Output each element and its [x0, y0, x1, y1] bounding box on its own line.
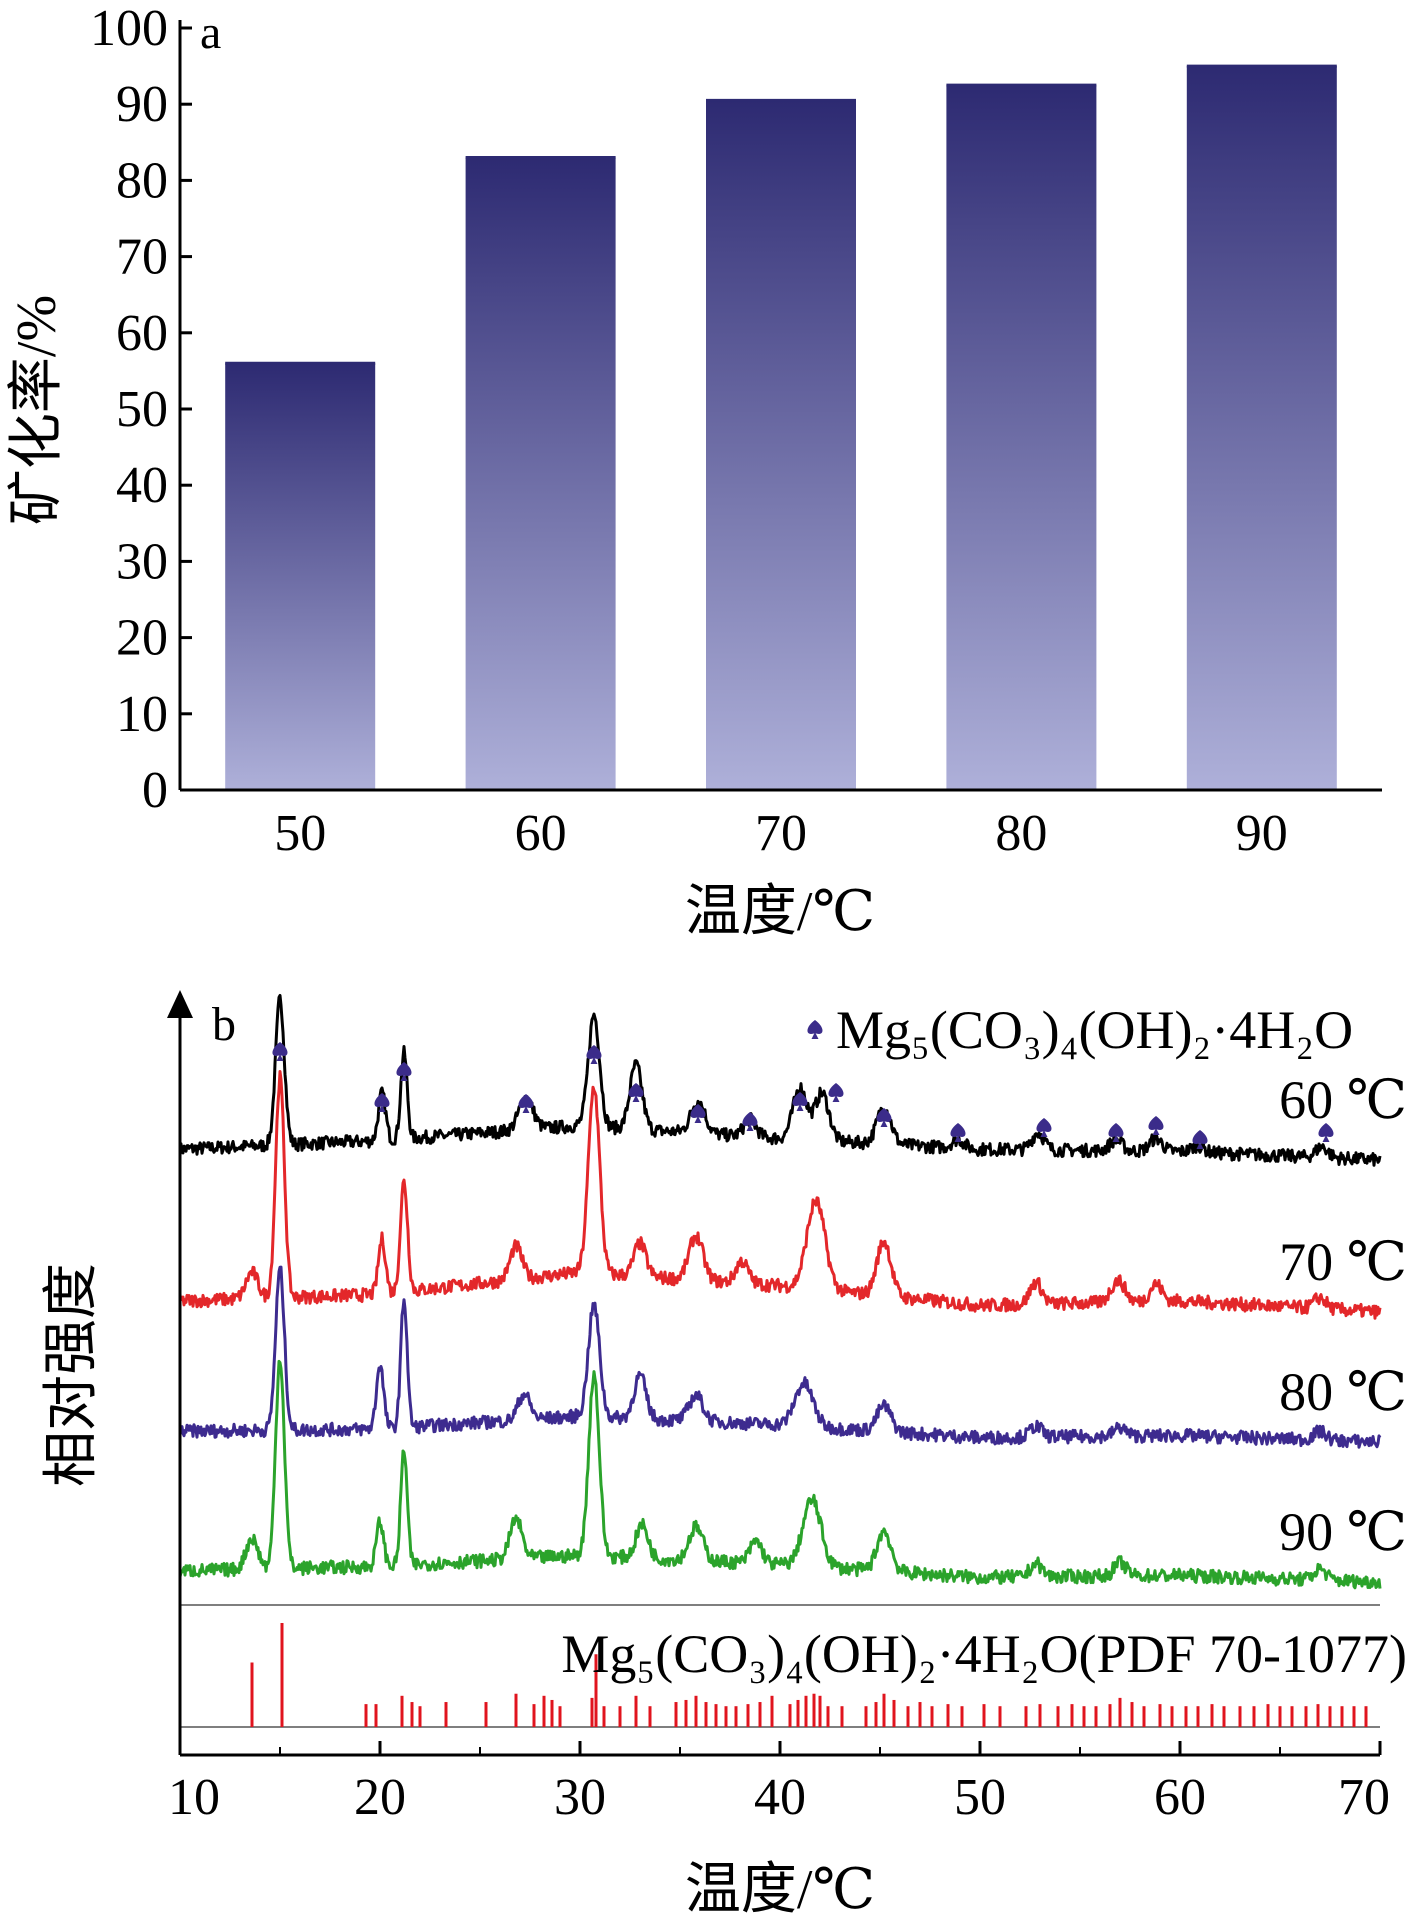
peak-marker-icon — [807, 1020, 823, 1039]
peak-marker-icon — [628, 1083, 644, 1102]
reference-label: Mg₅(CO₃)₄(OH)₂·4H₂O(PDF 70-1077) — [561, 1624, 1407, 1684]
y-tick-label: 80 — [116, 152, 168, 209]
x-tick-label: 20 — [354, 1769, 406, 1826]
y-tick-label: 10 — [116, 686, 168, 743]
series-labels: 60 ℃ 70 ℃ 80 ℃ 90 ℃ — [1279, 1070, 1407, 1562]
legend-marker-icon — [807, 1020, 823, 1039]
peak-marker-icon — [1192, 1130, 1208, 1149]
x-tick-label: 90 — [1236, 805, 1288, 862]
peak-marker-icon — [374, 1093, 390, 1112]
x-ticks-b: 10 20 30 40 50 60 70 — [168, 1741, 1390, 1826]
legend: Mg₅(CO₃)₄(OH)₂·4H₂O — [807, 1000, 1353, 1060]
peak-marker-icon — [1148, 1116, 1164, 1135]
x-tick-label: 50 — [954, 1769, 1006, 1826]
x-tick-label: 70 — [1338, 1769, 1390, 1826]
series-label: 70 ℃ — [1279, 1232, 1407, 1292]
bar — [1186, 66, 1337, 791]
peak-marker-icon — [1108, 1123, 1124, 1142]
peak-marker-icon — [518, 1094, 534, 1113]
peak-marker-icon — [1036, 1118, 1052, 1137]
x-ticks-a: 50 60 70 80 90 — [274, 805, 1288, 862]
peak-marker-icon — [950, 1123, 966, 1142]
y-tick-label: 0 — [142, 762, 168, 819]
series-label: 90 ℃ — [1279, 1502, 1407, 1562]
y-axis-title-a: 矿化率/% — [6, 295, 68, 525]
reference-pattern — [180, 1604, 1380, 1728]
chart-a: 0 10 20 30 40 50 60 70 80 90 100 50 60 70 80 90 a 温度/℃… — [6, 0, 1382, 943]
y-tick-label: 100 — [90, 0, 168, 57]
x-tick-label: 30 — [554, 1769, 606, 1826]
peak-markers — [272, 1042, 1334, 1149]
series-label: 60 ℃ — [1279, 1070, 1407, 1130]
x-tick-label: 70 — [755, 805, 807, 862]
y-tick-label: 70 — [116, 229, 168, 286]
y-tick-label: 90 — [116, 76, 168, 133]
peak-marker-icon — [1318, 1123, 1334, 1142]
x-axis-title-b: 温度/℃ — [685, 1859, 875, 1913]
y-tick-label: 20 — [116, 610, 168, 667]
peak-marker-icon — [742, 1112, 758, 1131]
y-axis-title-b: 相对强度 — [41, 1263, 103, 1487]
bar — [706, 100, 856, 790]
panel-label-a: a — [200, 6, 221, 59]
legend-text: Mg₅(CO₃)₄(OH)₂·4H₂O — [836, 1000, 1353, 1060]
x-axis-title-a: 温度/℃ — [685, 881, 875, 943]
x-tick-label: 60 — [515, 805, 567, 862]
y-tick-label: 50 — [116, 381, 168, 438]
x-tick-label: 80 — [995, 805, 1047, 862]
bar — [946, 85, 1097, 790]
xrd-series — [178, 993, 1382, 1590]
peak-marker-icon — [396, 1062, 412, 1081]
x-tick-label: 10 — [168, 1769, 220, 1826]
peak-marker-icon — [690, 1104, 706, 1123]
chart-b: 10 20 30 40 50 60 70 b Mg₅(CO₃)₄(OH)₂·4H₂O 60 … — [41, 990, 1407, 1918]
bar — [225, 363, 376, 790]
peak-marker-icon — [792, 1092, 808, 1111]
y-tick-label: 40 — [116, 457, 168, 514]
xrd-trace — [178, 1265, 1382, 1449]
x-tick-label: 40 — [754, 1769, 806, 1826]
xrd-trace — [178, 1070, 1382, 1320]
bar-series — [225, 64, 1337, 791]
panel-label-b: b — [212, 998, 236, 1051]
peak-marker-icon — [828, 1083, 844, 1102]
y-axis-arrow-icon — [167, 990, 193, 1018]
x-tick-label: 50 — [274, 805, 326, 862]
bar — [465, 157, 616, 791]
peak-marker-icon — [586, 1045, 602, 1064]
xrd-trace — [178, 1359, 1382, 1590]
y-ticks-a: 0 10 20 30 40 50 60 70 80 90 100 — [90, 0, 192, 819]
y-tick-label: 60 — [116, 305, 168, 362]
peak-marker-icon — [876, 1108, 892, 1127]
x-tick-label: 60 — [1154, 1769, 1206, 1826]
y-tick-label: 30 — [116, 533, 168, 590]
series-label: 80 ℃ — [1279, 1362, 1407, 1422]
peak-marker-icon — [272, 1042, 288, 1061]
